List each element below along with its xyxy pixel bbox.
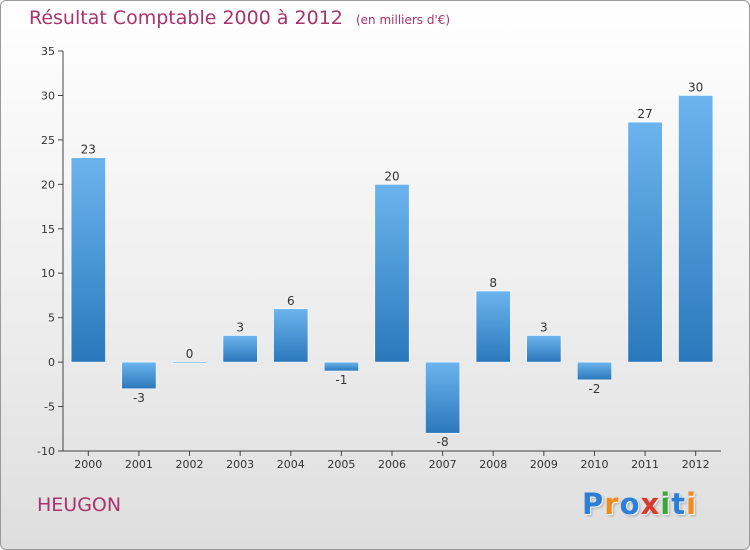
- y-tick-label: 15: [41, 223, 55, 236]
- x-tick-label: 2007: [429, 458, 457, 471]
- x-tick-label: 2000: [74, 458, 102, 471]
- data-label-2001: -3: [133, 391, 145, 405]
- bar-2008: [475, 290, 511, 363]
- logo-letter: r: [604, 487, 620, 521]
- logo-letter: P: [582, 487, 605, 521]
- proxiti-logo: Proxiti: [582, 487, 697, 521]
- x-tick-label: 2004: [277, 458, 305, 471]
- data-label-2005: -1: [335, 373, 347, 387]
- x-tick-label: 2005: [327, 458, 355, 471]
- x-tick-label: 2002: [176, 458, 204, 471]
- data-label-2003: 3: [236, 320, 244, 334]
- y-tick-label: 10: [41, 267, 55, 280]
- chart-subtitle: (en milliers d'€): [355, 13, 451, 27]
- bar-2010: [576, 361, 612, 381]
- bar-2012: [678, 95, 714, 363]
- x-tick-label: 2006: [378, 458, 406, 471]
- bar-2006: [374, 184, 410, 363]
- bar-2011: [627, 121, 663, 363]
- logo-letter: i: [660, 487, 672, 521]
- data-label-2000: 23: [81, 143, 96, 157]
- data-label-2002: 0: [186, 347, 194, 361]
- y-tick-label: 25: [41, 134, 55, 147]
- y-tick-label: 0: [48, 356, 55, 369]
- logo-letter: t: [671, 487, 687, 521]
- x-tick-label: 2001: [125, 458, 153, 471]
- data-label-2009: 3: [540, 320, 548, 334]
- logo-letter: i: [686, 487, 698, 521]
- bar-2007: [425, 361, 461, 434]
- logo-letter: x: [640, 487, 661, 521]
- y-tick-label: 20: [41, 178, 55, 191]
- bar-2002: [172, 361, 208, 364]
- data-label-2007: -8: [437, 435, 449, 449]
- y-tick-label: -5: [44, 401, 55, 414]
- x-tick-label: 2003: [226, 458, 254, 471]
- y-tick-label: 35: [41, 45, 55, 58]
- town-name: HEUGON: [37, 494, 122, 516]
- bar-2000: [70, 157, 106, 363]
- y-tick-label: -10: [37, 445, 55, 458]
- bar-2003: [222, 335, 258, 363]
- bar-2005: [323, 361, 359, 372]
- bar-2001: [121, 361, 157, 390]
- data-label-2006: 20: [384, 169, 399, 183]
- chart-title-row: Résultat Comptable 2000 à 2012 (en milli…: [29, 7, 450, 29]
- x-tick-label: 2009: [530, 458, 558, 471]
- bar-2004: [273, 308, 309, 363]
- x-tick-label: 2011: [631, 458, 659, 471]
- logo-letter: o: [619, 487, 641, 521]
- y-tick-label: 30: [41, 89, 55, 102]
- x-tick-label: 2008: [479, 458, 507, 471]
- y-tick-label: 5: [48, 312, 55, 325]
- data-label-2010: -2: [588, 382, 600, 396]
- data-label-2012: 30: [688, 80, 703, 94]
- chart-title: Résultat Comptable 2000 à 2012: [29, 7, 343, 29]
- data-label-2004: 6: [287, 294, 295, 308]
- bar-2009: [526, 335, 562, 363]
- data-label-2008: 8: [489, 276, 497, 290]
- x-tick-label: 2010: [580, 458, 608, 471]
- data-label-2011: 27: [637, 107, 652, 121]
- x-tick-label: 2012: [682, 458, 710, 471]
